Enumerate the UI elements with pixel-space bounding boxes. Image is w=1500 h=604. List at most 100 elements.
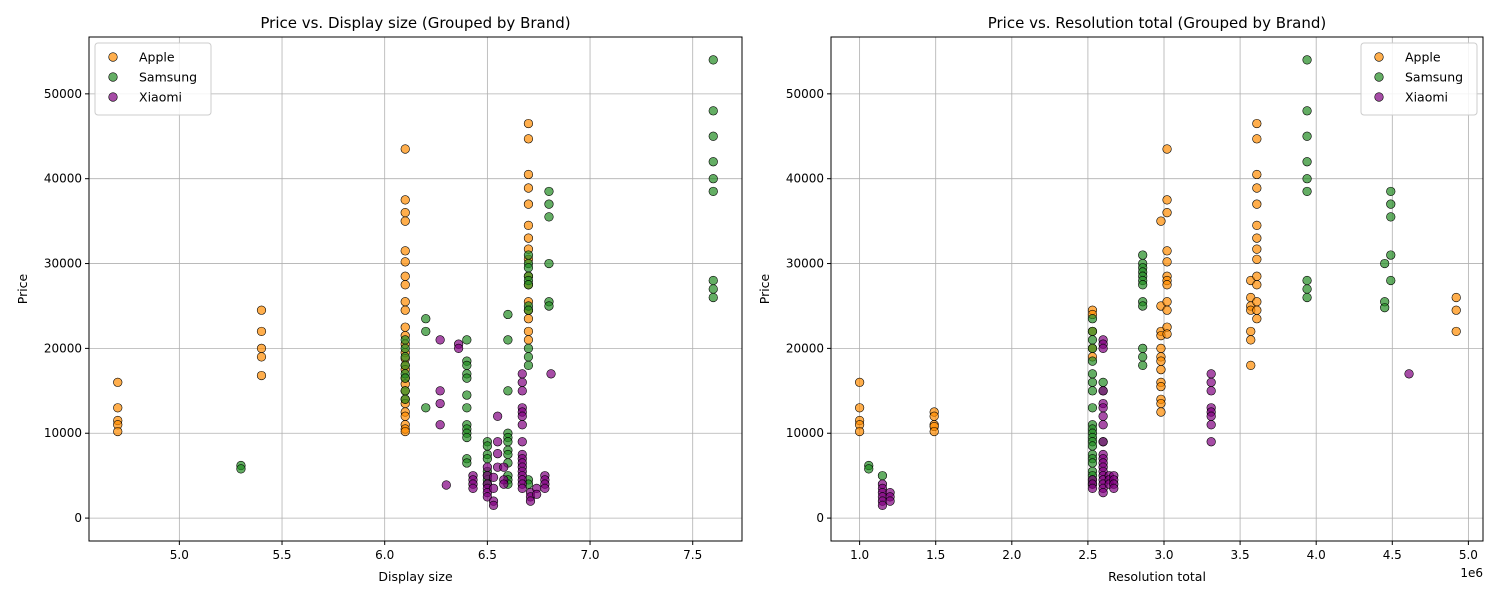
data-point-xiaomi [499, 462, 509, 472]
data-point-apple [1252, 233, 1262, 243]
data-point-samsung [421, 403, 431, 413]
x-tick-label: 5.0 [170, 548, 189, 562]
data-point-apple [400, 195, 410, 205]
data-point-apple [1246, 326, 1256, 337]
x-tick-label: 6.5 [478, 548, 497, 562]
y-tick-label: 10000 [44, 426, 82, 440]
data-point-samsung [1087, 343, 1098, 353]
data-point-samsung [462, 335, 472, 345]
x-tick-label: 7.5 [683, 548, 702, 562]
data-point-samsung [1302, 106, 1312, 116]
legend: Apple Samsung Xiaomi [94, 42, 212, 116]
data-point-xiaomi [482, 462, 492, 472]
data-point-xiaomi [517, 420, 527, 430]
data-point-apple [256, 326, 267, 337]
y-tick-label: 0 [816, 511, 824, 525]
plot-frame [88, 36, 743, 542]
y-tick-label: 50000 [786, 87, 824, 101]
data-point-samsung [421, 314, 431, 324]
legend-marker-samsung [108, 72, 118, 82]
data-point-apple [1162, 144, 1172, 154]
data-point-xiaomi [532, 489, 542, 499]
data-point-samsung [708, 106, 718, 116]
data-point-apple [1252, 305, 1262, 315]
data-point-apple [1252, 254, 1262, 264]
data-point-samsung [1087, 458, 1098, 468]
data-point-apple [256, 343, 267, 353]
data-point-samsung [503, 386, 513, 396]
data-point-apple [1156, 398, 1166, 409]
x-tick-label: 1.0 [850, 548, 869, 562]
data-point-apple [1252, 134, 1262, 144]
data-point-samsung [1087, 377, 1098, 387]
data-point-samsung [1138, 301, 1148, 311]
data-point-samsung [1302, 186, 1312, 197]
data-point-apple [523, 118, 534, 129]
y-axis-label: Price [15, 273, 30, 304]
data-point-apple [523, 233, 534, 243]
data-point-apple [523, 220, 534, 230]
data-point-apple [400, 322, 410, 332]
y-tick-label: 40000 [786, 172, 824, 186]
data-point-samsung [503, 437, 513, 447]
data-point-apple [523, 183, 534, 193]
data-point-apple [400, 297, 410, 307]
data-point-samsung [1098, 377, 1108, 387]
data-point-apple [1246, 360, 1256, 370]
data-point-samsung [400, 373, 410, 383]
data-point-samsung [523, 352, 534, 362]
data-point-apple [256, 370, 267, 381]
data-point-apple [113, 426, 123, 437]
data-point-samsung [523, 360, 534, 370]
data-point-apple [1451, 292, 1461, 303]
data-point-xiaomi [1206, 369, 1216, 379]
data-point-samsung [708, 55, 718, 65]
data-point-xiaomi [1404, 369, 1414, 379]
data-point-samsung [462, 390, 472, 400]
data-point-apple [523, 335, 534, 345]
legend-label-samsung: Samsung [1405, 70, 1463, 85]
data-point-xiaomi [1098, 437, 1108, 447]
y-tick-label: 0 [74, 511, 82, 525]
data-point-apple [929, 411, 939, 421]
data-point-samsung [1302, 131, 1312, 141]
data-point-samsung [462, 458, 472, 468]
data-point-xiaomi [517, 369, 527, 379]
x-axis-label: Display size [378, 569, 453, 584]
data-point-apple [1162, 297, 1172, 307]
x-axis-label: Resolution total [1108, 569, 1206, 584]
data-point-apple [1156, 407, 1166, 417]
data-point-apple [1162, 195, 1172, 205]
data-point-samsung [1087, 335, 1098, 345]
data-point-samsung [421, 326, 431, 337]
data-point-samsung [1302, 174, 1312, 184]
data-point-samsung [400, 343, 410, 353]
data-point-apple [523, 326, 534, 337]
data-point-samsung [482, 441, 492, 451]
y-tick-label: 30000 [44, 257, 82, 271]
chart-title: Price vs. Display size (Grouped by Brand… [260, 14, 570, 32]
data-point-samsung [1138, 343, 1148, 353]
data-point-samsung [462, 432, 472, 443]
data-point-xiaomi [493, 449, 503, 459]
data-point-samsung [1386, 199, 1396, 209]
data-point-apple [1162, 329, 1172, 339]
data-point-apple [523, 134, 534, 144]
x-tick-label: 5.0 [1459, 548, 1478, 562]
data-point-xiaomi [1109, 483, 1119, 493]
data-point-apple [855, 403, 865, 413]
data-point-samsung [400, 352, 410, 362]
legend: Apple Samsung Xiaomi [1360, 42, 1478, 116]
data-point-apple [1451, 305, 1461, 315]
legend-marker-apple [1374, 52, 1384, 62]
data-point-apple [1162, 208, 1172, 218]
chart-2: 1.0 1.5 2.0 2.5 3.0 3.5 4.0 4.5 5.0 0 10000 20000 30… [757, 14, 1484, 584]
plot-frame [830, 36, 1484, 542]
data-point-apple [1162, 257, 1172, 267]
data-point-apple [400, 246, 410, 256]
data-point-apple [855, 377, 865, 387]
data-point-apple [1252, 199, 1262, 209]
data-point-xiaomi [435, 335, 445, 345]
x-tick-label: 1.5 [926, 548, 945, 562]
